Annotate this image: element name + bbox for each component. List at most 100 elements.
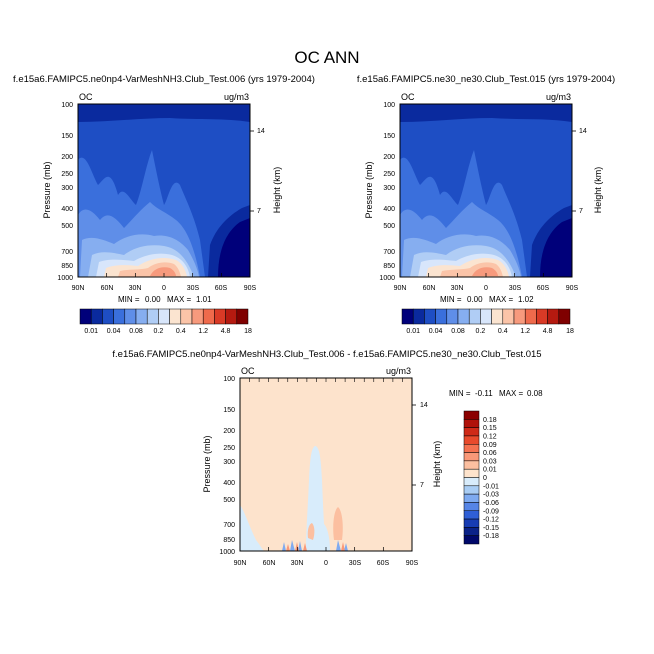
panel-2-field — [400, 104, 572, 277]
max-label: MAX = — [167, 295, 192, 304]
colorbar-label: 1.2 — [520, 328, 530, 335]
y2tick-label: 14 — [257, 128, 265, 135]
ytick-label: 1000 — [57, 275, 73, 282]
panel-diff-ylabel: Pressure (mb) — [202, 435, 212, 492]
xtick-label: 90N — [394, 285, 407, 292]
colorbar-label: 0.2 — [154, 328, 164, 335]
min-label: MIN = — [118, 295, 140, 304]
ytick-label: 500 — [61, 223, 73, 230]
colorbar-swatch — [502, 308, 515, 325]
diff-layer-base — [240, 378, 412, 551]
colorbar-label: 0.08 — [129, 328, 143, 335]
min-label: MIN = — [440, 295, 462, 304]
panel-2-colorbar: 0.01 0.04 0.08 0.2 0.4 1.2 4.8 18 — [401, 308, 574, 335]
colorbar-swatch — [79, 308, 92, 325]
ytick-label: 200 — [223, 428, 235, 435]
panel-2-y-ticks: 100 150 200 250 300 400 500 700 850 1000 — [379, 102, 395, 282]
panel-1-right-label: ug/m3 — [224, 92, 249, 102]
max-value: 1.02 — [518, 295, 534, 304]
colorbar-swatch — [463, 510, 480, 520]
xtick-label: 30S — [509, 285, 522, 292]
colorbar-label: 4.8 — [221, 328, 231, 335]
colorbar-swatch — [491, 308, 504, 325]
colorbar-swatch — [463, 502, 480, 511]
colorbar-label: -0.18 — [483, 533, 499, 540]
colorbar-label: -0.09 — [483, 508, 499, 515]
ytick-label: 300 — [61, 185, 73, 192]
colorbar-swatch — [463, 493, 480, 503]
colorbar-swatch — [214, 308, 226, 325]
colorbar-swatch — [169, 308, 182, 325]
panel-2-x-ticks: 90N 60N 30N 0 30S 60S 90S — [394, 285, 579, 292]
colorbar-label: -0.01 — [483, 483, 499, 490]
panel-1-stats: MIN = 0.00 MAX = 1.01 — [118, 295, 212, 304]
max-value: 1.01 — [196, 295, 212, 304]
colorbar-swatch — [463, 535, 480, 545]
colorbar-label: 0.18 — [483, 417, 497, 424]
panel-diff-y-ticks: 100 150 200 250 300 400 500 700 850 1000 — [219, 376, 235, 556]
ytick-label: 850 — [223, 537, 235, 544]
ytick-label: 250 — [61, 171, 73, 178]
colorbar-swatch — [401, 308, 414, 325]
ytick-label: 400 — [383, 206, 395, 213]
panel-diff-y2-ticks: 14 7 — [412, 402, 428, 489]
colorbar-label: 4.8 — [543, 328, 553, 335]
xtick-label: 30S — [349, 560, 362, 567]
colorbar-label: 0.03 — [483, 458, 497, 465]
panel-2-left-label: OC — [401, 92, 415, 102]
colorbar-label: 0.4 — [176, 328, 186, 335]
panel-1: f.e15a6.FAMIPC5.ne0np4-VarMeshNH3.Club_T… — [13, 74, 315, 335]
panel-diff-x-ticks: 90N 60N 30N 0 30S 60S 90S — [234, 560, 419, 567]
panel-1-title: f.e15a6.FAMIPC5.ne0np4-VarMeshNH3.Club_T… — [13, 74, 315, 85]
colorbar-label: 18 — [244, 328, 252, 335]
ytick-label: 700 — [223, 522, 235, 529]
colorbar-swatch — [558, 308, 571, 325]
xtick-label: 60N — [423, 285, 436, 292]
colorbar-swatch — [158, 308, 170, 325]
ytick-label: 300 — [383, 185, 395, 192]
colorbar-swatch — [135, 308, 148, 325]
colorbar-swatch — [191, 308, 204, 325]
colorbar-swatch — [113, 308, 126, 325]
colorbar-swatch — [446, 308, 459, 325]
colorbar-label: 0.08 — [451, 328, 465, 335]
panel-1-field — [78, 104, 250, 277]
colorbar-label: 0.4 — [498, 328, 508, 335]
xtick-label: 60S — [215, 285, 228, 292]
colorbar-swatch — [536, 308, 548, 325]
colorbar-swatch — [513, 308, 526, 325]
y2tick-label: 7 — [257, 208, 261, 215]
colorbar-label: 0.04 — [107, 328, 121, 335]
y2tick-label: 14 — [579, 128, 587, 135]
xtick-label: 0 — [484, 285, 488, 292]
colorbar-label: -0.15 — [483, 525, 499, 532]
panel-2: f.e15a6.FAMIPC5.ne30_ne30.Club_Test.015 … — [357, 74, 615, 335]
panel-1-y-ticks: 100 150 200 250 300 400 500 700 850 1000 — [57, 102, 73, 282]
panel-diff-colorbar: 0.180.150.120.090.060.030.010-0.01-0.03-… — [463, 410, 499, 545]
ytick-label: 400 — [61, 206, 73, 213]
colorbar-swatch — [463, 460, 480, 470]
panel-2-title: f.e15a6.FAMIPC5.ne30_ne30.Club_Test.015 … — [357, 74, 615, 85]
colorbar-swatch — [457, 308, 470, 325]
colorbar-swatch — [225, 308, 238, 325]
colorbar-swatch — [524, 308, 537, 325]
xtick-label: 0 — [162, 285, 166, 292]
colorbar-swatch — [480, 308, 492, 325]
panel-1-x-ticks: 90N 60N 30N 0 30S 60S 90S — [72, 285, 257, 292]
colorbar-swatch — [463, 419, 480, 428]
panel-1-y2-ticks: 14 7 — [250, 128, 265, 215]
colorbar-label: -0.12 — [483, 517, 499, 524]
colorbar-label: 0.01 — [84, 328, 98, 335]
diff-layer-positive-small — [307, 523, 315, 540]
colorbar-swatch — [463, 427, 480, 437]
panel-diff-stats: MIN = -0.11 MAX = 0.08 — [449, 389, 543, 398]
min-value: 0.00 — [467, 295, 483, 304]
ytick-label: 700 — [383, 249, 395, 256]
y2tick-label: 7 — [579, 208, 583, 215]
colorbar-label: 0.2 — [476, 328, 486, 335]
xtick-label: 90S — [406, 560, 419, 567]
colorbar-swatch — [463, 435, 480, 445]
y2tick-label: 14 — [420, 402, 428, 409]
xtick-label: 0 — [324, 560, 328, 567]
